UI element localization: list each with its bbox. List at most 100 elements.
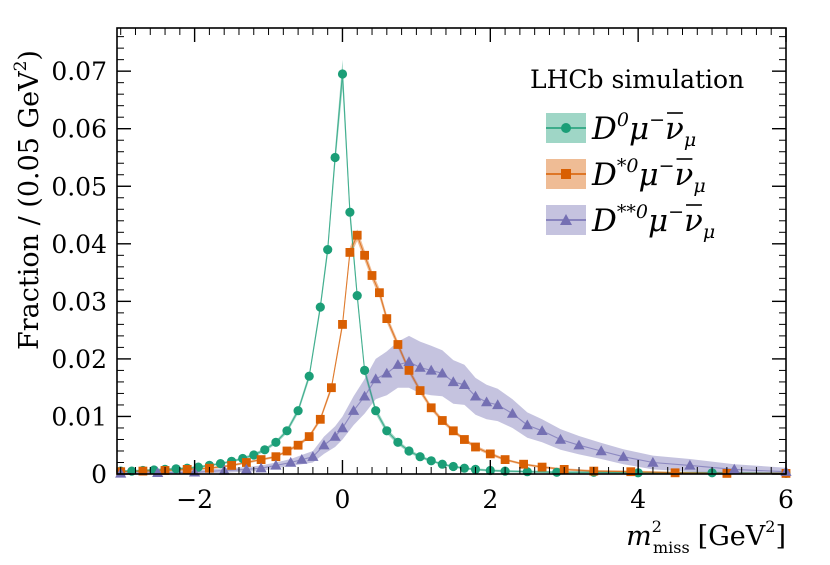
x-tick-label-3: 4 [630,485,646,514]
marker-series-0-point-15 [282,426,292,436]
marker-series-1-point-30 [500,455,510,464]
marker-series-0-point-5 [171,464,181,474]
marker-series-1-point-9 [282,446,292,456]
x-tick-label-4: 6 [778,485,794,514]
y-tick-label-3: 0.03 [51,287,107,316]
marker-series-0-point-23 [352,291,362,301]
marker-series-2-point-28 [521,419,533,430]
marker-series-1-point-15 [345,248,355,257]
svg-text:Fraction / (0.05 GeV2): Fraction / (0.05 GeV2) [11,50,45,350]
marker-series-1-point-28 [471,442,480,452]
marker-series-2-point-25 [481,396,493,407]
plot-area [115,27,792,478]
marker-series-0-point-19 [323,245,333,255]
marker-series-2-point-19 [414,361,426,372]
x-axis-label-unit-sup: 2 [765,517,775,536]
marker-series-2-point-17 [392,359,404,369]
x-axis-label-m: m [626,521,652,552]
marker-series-1-point-13 [327,383,336,393]
marker-series-0-point-30 [426,456,436,466]
marker-series-2-point-26 [492,399,504,410]
marker-series-0-point-32 [448,461,458,472]
marker-series-2-point-9 [307,451,319,461]
marker-series-2-point-6 [270,459,282,470]
marker-series-1-point-29 [485,449,495,459]
marker-series-1-point-10 [293,440,303,450]
marker-series-0-point-14 [271,437,281,447]
bands-layer [120,59,786,474]
marker-series-1-point-23 [415,386,425,395]
marker-series-2-point-23 [458,379,470,389]
legend-annotation: LHCb simulation [530,65,744,94]
legend: LHCb simulation D0μ−νμD*0μ−νμD**0μ−νμ [530,65,744,243]
marker-series-2-point-20 [425,364,437,375]
marker-series-2-point-16 [381,367,393,378]
marker-series-0-point-24 [360,365,370,375]
marker-series-0-point-27 [393,437,403,447]
y-tick-label-4: 0.04 [51,230,107,259]
marker-series-1-point-1 [138,466,148,476]
y-tick-label-6: 0.06 [51,115,107,144]
x-tick-label-1: 0 [335,485,351,514]
y-axis-label: Fraction / (0.05 GeV [14,71,45,350]
marker-series-2-point-27 [506,408,519,418]
marker-series-0-point-28 [404,446,414,456]
marker-series-0-point-12 [249,450,259,460]
marker-series-1-point-18 [367,271,377,280]
marker-series-2-point-8 [296,454,308,464]
marker-series-1-point-32 [537,462,547,472]
y-tick-label-5: 0.05 [51,172,107,201]
marker-series-2-point-30 [554,433,567,444]
marker-series-1-point-24 [426,403,436,413]
marker-series-2-point-29 [536,425,548,435]
x-axis-title: m2 miss [GeV2] [626,517,786,557]
marker-series-1-point-21 [393,340,403,349]
legend-marker-1 [561,169,571,179]
marker-series-1-point-36 [670,468,680,478]
marker-series-2-point-35 [684,459,696,470]
marker-series-1-point-19 [375,288,384,298]
x-ticks-layer: −2 0 2 4 6 [120,28,794,514]
marker-series-2-point-15 [370,373,382,384]
y-tick-label-0: 0 [91,460,107,489]
marker-series-1-point-25 [437,416,447,425]
marker-series-0-point-31 [437,459,447,469]
marker-series-1-point-22 [404,366,414,375]
marker-series-2-point-14 [359,390,371,401]
marker-series-0-point-17 [304,371,314,381]
marker-series-2-point-4 [240,463,252,474]
y-axis-title: Fraction / (0.05 GeV2) [11,50,45,350]
marker-series-2-point-13 [348,405,360,415]
marker-series-1-point-35 [626,467,636,477]
band-series-2 [120,335,786,474]
marker-series-2-point-24 [469,390,482,401]
marker-series-2-point-7 [285,456,297,467]
marker-series-2-point-5 [255,462,267,473]
y-tick-label-1: 0.01 [51,402,107,431]
marker-series-2-point-10 [318,439,330,450]
x-tick-label-0: −2 [176,485,213,514]
marker-series-1-point-8 [271,452,281,462]
marker-series-0-point-21 [337,69,348,79]
marker-series-1-point-14 [338,320,347,329]
marker-series-0-point-13 [260,445,270,455]
marker-series-0-point-29 [415,452,425,462]
marker-series-2-point-11 [329,431,341,441]
marker-series-0-point-26 [382,426,392,436]
legend-entries: D0μ−νμD*0μ−νμD**0μ−νμ [546,109,715,243]
marker-series-1-point-20 [382,314,392,323]
marker-series-1-point-16 [352,230,362,240]
marker-series-2-point-31 [573,439,585,450]
marker-series-0-point-20 [330,152,340,163]
marker-series-0-point-16 [293,406,303,416]
marker-series-2-point-32 [595,445,607,456]
x-axis-label-unit-close: ] [775,521,786,552]
legend-marker-2 [560,214,572,225]
legend-label-2: D**0μ−νμ [591,201,715,243]
marker-series-2-point-22 [447,376,459,387]
x-axis-label-sup: 2 [652,517,662,536]
band-series-1 [120,229,786,474]
marker-series-0-point-18 [315,302,325,312]
marker-series-1-point-26 [448,426,458,436]
